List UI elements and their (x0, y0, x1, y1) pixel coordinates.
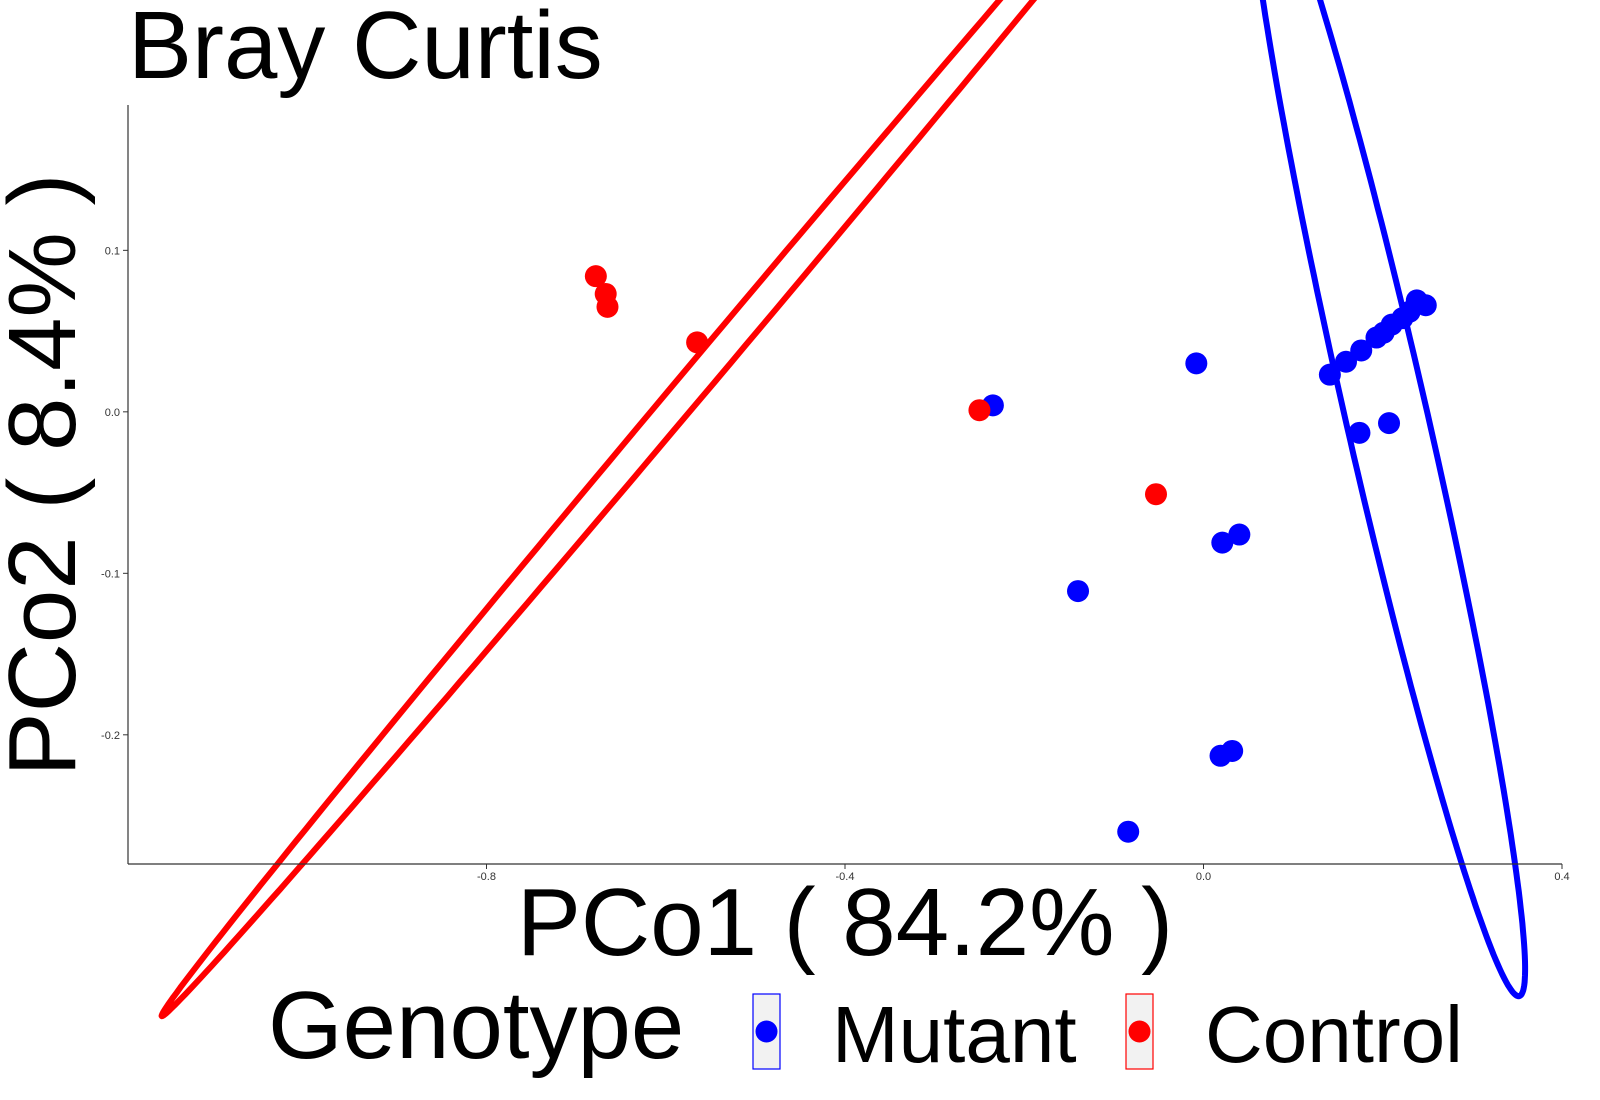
point-control (596, 295, 619, 318)
x-tick-label: 0.4 (1554, 871, 1569, 883)
ellipse-mutant (1259, 0, 1529, 1000)
legend-title: Genotype (268, 972, 684, 1079)
y-ticks: 0.1 0.0 -0.1 -0.2 (101, 245, 128, 742)
legend: Genotype Mutant Control (268, 972, 1463, 1079)
points-layer (584, 265, 1437, 843)
point-control (968, 399, 991, 422)
x-tick-label: -0.4 (836, 871, 855, 883)
point-mutant (1211, 531, 1234, 554)
legend-marker-control (1128, 1020, 1151, 1043)
point-mutant (1228, 523, 1251, 546)
legend-marker-mutant (755, 1020, 778, 1043)
ellipse-control (158, 0, 1038, 1020)
point-mutant (1185, 352, 1208, 375)
y-tick-label: -0.2 (101, 730, 120, 742)
plot-area: -0.8 -0.4 0.0 0.4 0.1 0.0 -0.1 -0.2 (101, 0, 1570, 1020)
x-ticks: -0.8 -0.4 0.0 0.4 (477, 864, 1570, 883)
point-control (686, 331, 709, 354)
point-mutant (1221, 739, 1244, 762)
point-mutant (1318, 363, 1341, 386)
y-tick-label: 0.1 (105, 245, 120, 257)
point-mutant (1067, 580, 1090, 603)
point-mutant (1414, 294, 1437, 317)
point-mutant (1350, 339, 1373, 362)
y-tick-label: 0.0 (105, 407, 120, 419)
x-axis-label: PCo1 ( 84.2% ) (517, 869, 1173, 976)
x-tick-label: -0.8 (477, 871, 496, 883)
y-tick-label: -0.1 (101, 568, 120, 580)
point-mutant (1335, 350, 1358, 373)
y-axis-label: PCo2 ( 8.4% ) (0, 174, 96, 777)
chart-title: Bray Curtis (128, 0, 603, 99)
point-mutant (1378, 412, 1401, 435)
point-control (584, 265, 607, 288)
x-tick-label: 0.0 (1196, 871, 1211, 883)
ellipses-layer (158, 0, 1529, 1020)
point-mutant (1117, 820, 1140, 843)
point-mutant (1348, 421, 1371, 444)
legend-label-mutant: Mutant (832, 990, 1077, 1079)
point-control (1144, 483, 1167, 506)
legend-label-control: Control (1205, 990, 1463, 1079)
